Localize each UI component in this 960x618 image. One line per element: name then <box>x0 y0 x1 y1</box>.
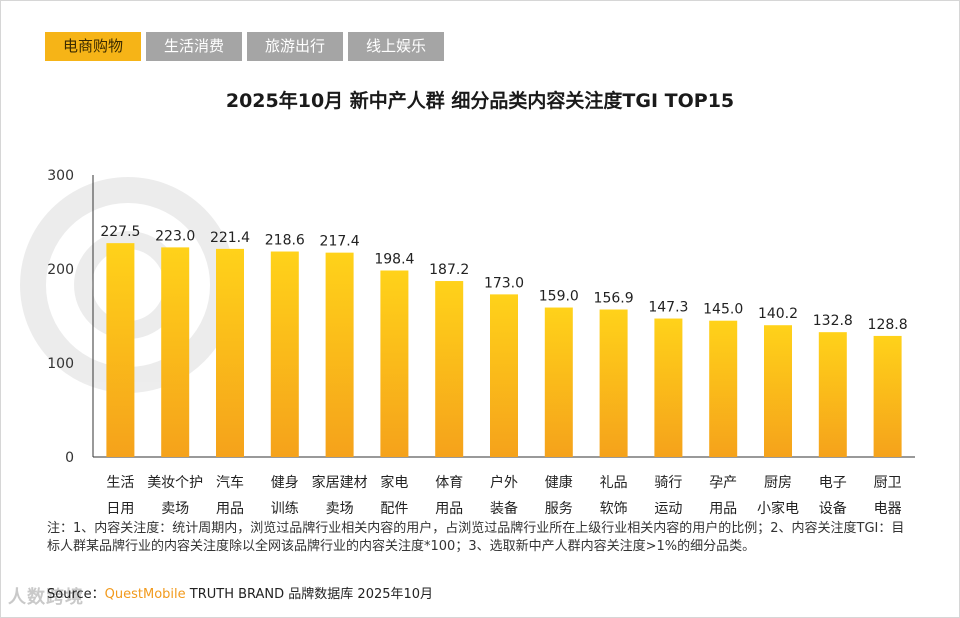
tab-ecommerce-shopping[interactable]: 电商购物 <box>45 32 142 61</box>
tab-travel[interactable]: 旅游出行 <box>247 32 344 61</box>
x-tick-label: 软饰 <box>600 501 628 517</box>
questmobile-brand: QuestMobile <box>104 587 186 602</box>
bar-value-label: 132.8 <box>813 313 853 329</box>
bar <box>764 325 792 457</box>
bar <box>161 247 190 457</box>
bar <box>818 332 847 457</box>
x-tick-label: 美妆个护 <box>147 475 203 491</box>
bar <box>216 248 244 457</box>
source-suffix: TRUTH BRAND 品牌数据库 2025年10月 <box>185 587 434 602</box>
bar <box>544 307 573 457</box>
x-tick-label: 汽车 <box>216 474 244 491</box>
x-tick-label: 厨卫 <box>874 475 902 491</box>
bar <box>599 309 628 457</box>
x-tick-label: 电子 <box>819 475 847 491</box>
x-tick-label: 生活 <box>106 475 134 491</box>
bar-value-label: 173.0 <box>484 275 524 291</box>
x-tick-label: 健康 <box>545 474 573 491</box>
x-tick-label: 卖场 <box>326 501 354 517</box>
x-tick-label: 用品 <box>435 501 463 517</box>
x-tick-label: 卖场 <box>161 501 189 517</box>
tab-online-entertainment[interactable]: 线上娱乐 <box>348 32 445 61</box>
source-prefix: Source： <box>47 587 105 602</box>
x-tick-label: 骑行 <box>654 475 682 491</box>
x-tick-label: 电器 <box>874 501 902 517</box>
bar <box>106 243 135 457</box>
x-tick-label: 户外 <box>490 474 518 491</box>
bar <box>490 294 518 457</box>
x-tick-label: 运动 <box>654 501 682 517</box>
x-tick-label: 家居建材 <box>312 474 368 491</box>
bar-value-label: 156.9 <box>594 291 634 307</box>
bar-value-label: 159.0 <box>539 289 579 305</box>
x-tick-label: 厨房 <box>764 475 792 491</box>
bar-value-label: 187.2 <box>429 262 469 278</box>
x-tick-label: 日用 <box>106 501 134 517</box>
bar-value-label: 227.5 <box>100 224 140 240</box>
bar <box>654 318 683 457</box>
bar <box>270 251 299 457</box>
bar-value-label: 221.4 <box>210 230 250 246</box>
bar-value-label: 217.4 <box>320 234 360 250</box>
x-tick-label: 体育 <box>435 475 463 491</box>
site-watermark: 人数跨境 <box>8 587 84 608</box>
source-line: Source：QuestMobile TRUTH BRAND 品牌数据库 202… <box>47 583 433 602</box>
y-tick-label: 200 <box>47 262 74 278</box>
bar-value-label: 128.8 <box>868 317 908 333</box>
bar-value-label: 145.0 <box>703 302 743 318</box>
x-tick-label: 设备 <box>819 500 847 517</box>
bar-value-label: 198.4 <box>374 252 414 268</box>
bar-value-label: 218.6 <box>265 233 305 249</box>
bar-value-label: 223.0 <box>155 228 195 244</box>
x-tick-label: 家电 <box>380 474 408 491</box>
chart-footnote: 注：1、内容关注度：统计周期内，浏览过品牌行业相关内容的用户，占浏览过品牌行业所… <box>47 521 905 554</box>
x-tick-label: 孕产 <box>709 475 737 491</box>
bar <box>380 270 409 457</box>
x-tick-label: 服务 <box>545 501 573 517</box>
x-tick-label: 用品 <box>709 501 737 517</box>
y-tick-label: 300 <box>47 168 74 184</box>
category-tabs: 电商购物 生活消费 旅游出行 线上娱乐 <box>45 32 445 61</box>
x-tick-label: 装备 <box>490 500 518 517</box>
x-tick-label: 用品 <box>216 501 244 517</box>
chart-title: 2025年10月 新中产人群 细分品类内容关注度TGI TOP15 <box>225 90 735 112</box>
x-tick-label: 配件 <box>380 501 408 517</box>
x-tick-label: 小家电 <box>757 500 799 517</box>
bar <box>709 320 738 457</box>
x-tick-label: 训练 <box>271 501 299 517</box>
tab-life-consumption[interactable]: 生活消费 <box>146 32 243 61</box>
bar <box>435 281 464 457</box>
y-tick-label: 0 <box>65 450 74 466</box>
bar-value-label: 140.2 <box>758 306 798 322</box>
bar-value-label: 147.3 <box>648 300 688 316</box>
bar <box>873 335 902 457</box>
x-tick-label: 健身 <box>271 475 299 491</box>
y-tick-label: 100 <box>47 356 74 372</box>
x-tick-label: 礼品 <box>600 475 628 491</box>
bar <box>325 252 354 457</box>
